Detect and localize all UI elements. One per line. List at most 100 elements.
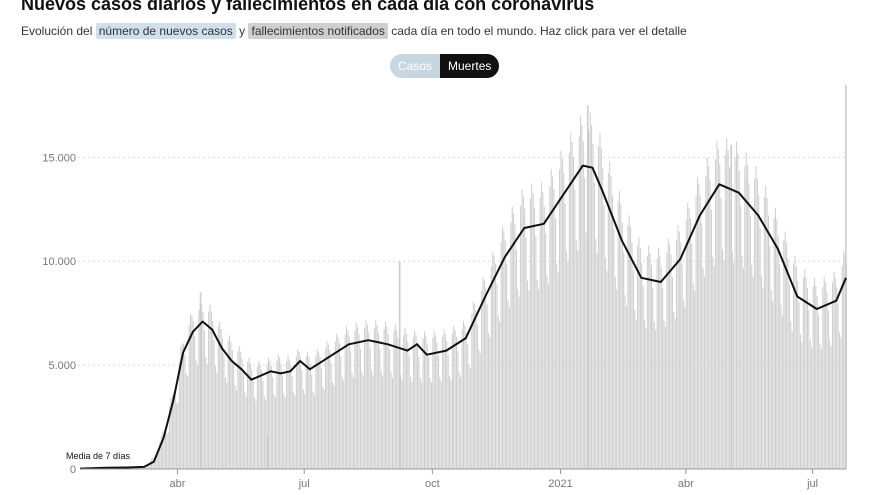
- daily-bar: [830, 346, 832, 469]
- daily-bar: [584, 178, 586, 470]
- daily-bar: [493, 255, 495, 469]
- daily-bar: [603, 205, 605, 469]
- daily-bar: [254, 397, 256, 469]
- daily-bar: [543, 206, 545, 469]
- daily-bar: [171, 394, 173, 469]
- daily-bar: [344, 334, 346, 469]
- daily-bar: [226, 383, 228, 469]
- daily-bar: [585, 232, 587, 469]
- daily-bar: [138, 467, 140, 469]
- daily-bar: [457, 350, 459, 469]
- daily-bar: [788, 284, 790, 469]
- y-tick-label: 10.000: [42, 256, 76, 268]
- daily-bar: [549, 186, 551, 469]
- daily-bar: [166, 433, 168, 469]
- daily-bar: [651, 264, 652, 469]
- daily-bar: [563, 172, 565, 470]
- daily-bar: [479, 353, 481, 469]
- daily-bar: [808, 309, 810, 469]
- daily-bar: [389, 349, 391, 469]
- daily-bar: [769, 246, 771, 469]
- daily-bar: [581, 125, 583, 469]
- daily-bar: [308, 356, 310, 469]
- daily-bar: [777, 235, 779, 469]
- daily-bar: [359, 349, 361, 469]
- daily-bar: [424, 331, 425, 469]
- daily-bar: [574, 189, 576, 469]
- daily-bar: [476, 324, 478, 469]
- deaths-highlight-label[interactable]: fallecimientos notificados: [248, 23, 388, 39]
- daily-bar: [198, 310, 200, 469]
- daily-bar: [270, 365, 272, 469]
- daily-bar: [386, 326, 388, 469]
- daily-bar: [671, 276, 673, 469]
- daily-bar: [391, 377, 393, 469]
- daily-bar: [607, 173, 609, 469]
- daily-bar: [364, 328, 366, 469]
- daily-bar: [720, 198, 722, 469]
- daily-bar: [191, 316, 193, 469]
- daily-bar: [291, 376, 293, 469]
- daily-bar: [644, 320, 646, 469]
- daily-bar: [222, 338, 224, 469]
- daily-bar: [634, 309, 636, 469]
- cases-highlight-label[interactable]: número de nuevos casos: [95, 23, 236, 39]
- daily-bar: [532, 193, 534, 469]
- daily-bar: [674, 318, 676, 469]
- daily-bar: [726, 138, 728, 469]
- daily-bar: [591, 125, 593, 469]
- y-tick-label: 15.000: [42, 152, 76, 164]
- daily-bar: [496, 283, 498, 469]
- daily-bar: [390, 372, 392, 469]
- daily-bar: [497, 315, 499, 469]
- daily-bar: [795, 266, 797, 469]
- daily-bar: [794, 256, 796, 469]
- daily-bar: [684, 306, 686, 469]
- daily-bar: [188, 325, 190, 469]
- daily-bar: [176, 403, 178, 469]
- daily-bar: [536, 279, 538, 469]
- daily-bar: [719, 163, 721, 470]
- daily-bar: [773, 218, 775, 469]
- daily-bar: [696, 177, 698, 469]
- daily-bar: [169, 406, 171, 469]
- daily-bar: [723, 260, 725, 469]
- daily-bar: [766, 198, 768, 470]
- daily-bar: [249, 363, 251, 469]
- daily-bar: [297, 349, 299, 469]
- subtitle-text-mid: y: [235, 24, 249, 38]
- daily-bar: [163, 430, 165, 469]
- daily-bar: [358, 334, 360, 469]
- daily-bar: [237, 350, 239, 469]
- x-tick-label: jul: [298, 478, 310, 490]
- deaths-toggle-button[interactable]: Muertes: [440, 54, 500, 78]
- daily-bar: [467, 344, 469, 469]
- daily-bar: [371, 370, 373, 469]
- daily-bar: [475, 309, 477, 469]
- daily-bar: [287, 355, 289, 469]
- daily-bar: [355, 322, 357, 469]
- daily-bar: [621, 222, 623, 469]
- daily-bar: [531, 183, 533, 469]
- daily-bar: [185, 373, 187, 469]
- daily-bar: [332, 381, 334, 469]
- daily-bar: [400, 374, 402, 469]
- daily-bar: [712, 256, 714, 469]
- daily-bar: [472, 301, 474, 469]
- daily-bar: [653, 321, 655, 469]
- daily-bar: [435, 335, 437, 469]
- daily-bar: [280, 363, 282, 469]
- daily-bar: [638, 237, 640, 469]
- daily-bar: [816, 296, 818, 469]
- daily-bar: [447, 354, 449, 469]
- daily-bar: [791, 331, 793, 469]
- daily-bar: [500, 242, 502, 469]
- daily-bar: [196, 364, 198, 469]
- cases-toggle-button[interactable]: Casos: [390, 54, 441, 78]
- daily-bar: [573, 157, 575, 470]
- daily-bar: [663, 320, 665, 469]
- daily-bar: [368, 332, 370, 469]
- daily-bar: [781, 315, 783, 469]
- daily-bar: [146, 465, 148, 469]
